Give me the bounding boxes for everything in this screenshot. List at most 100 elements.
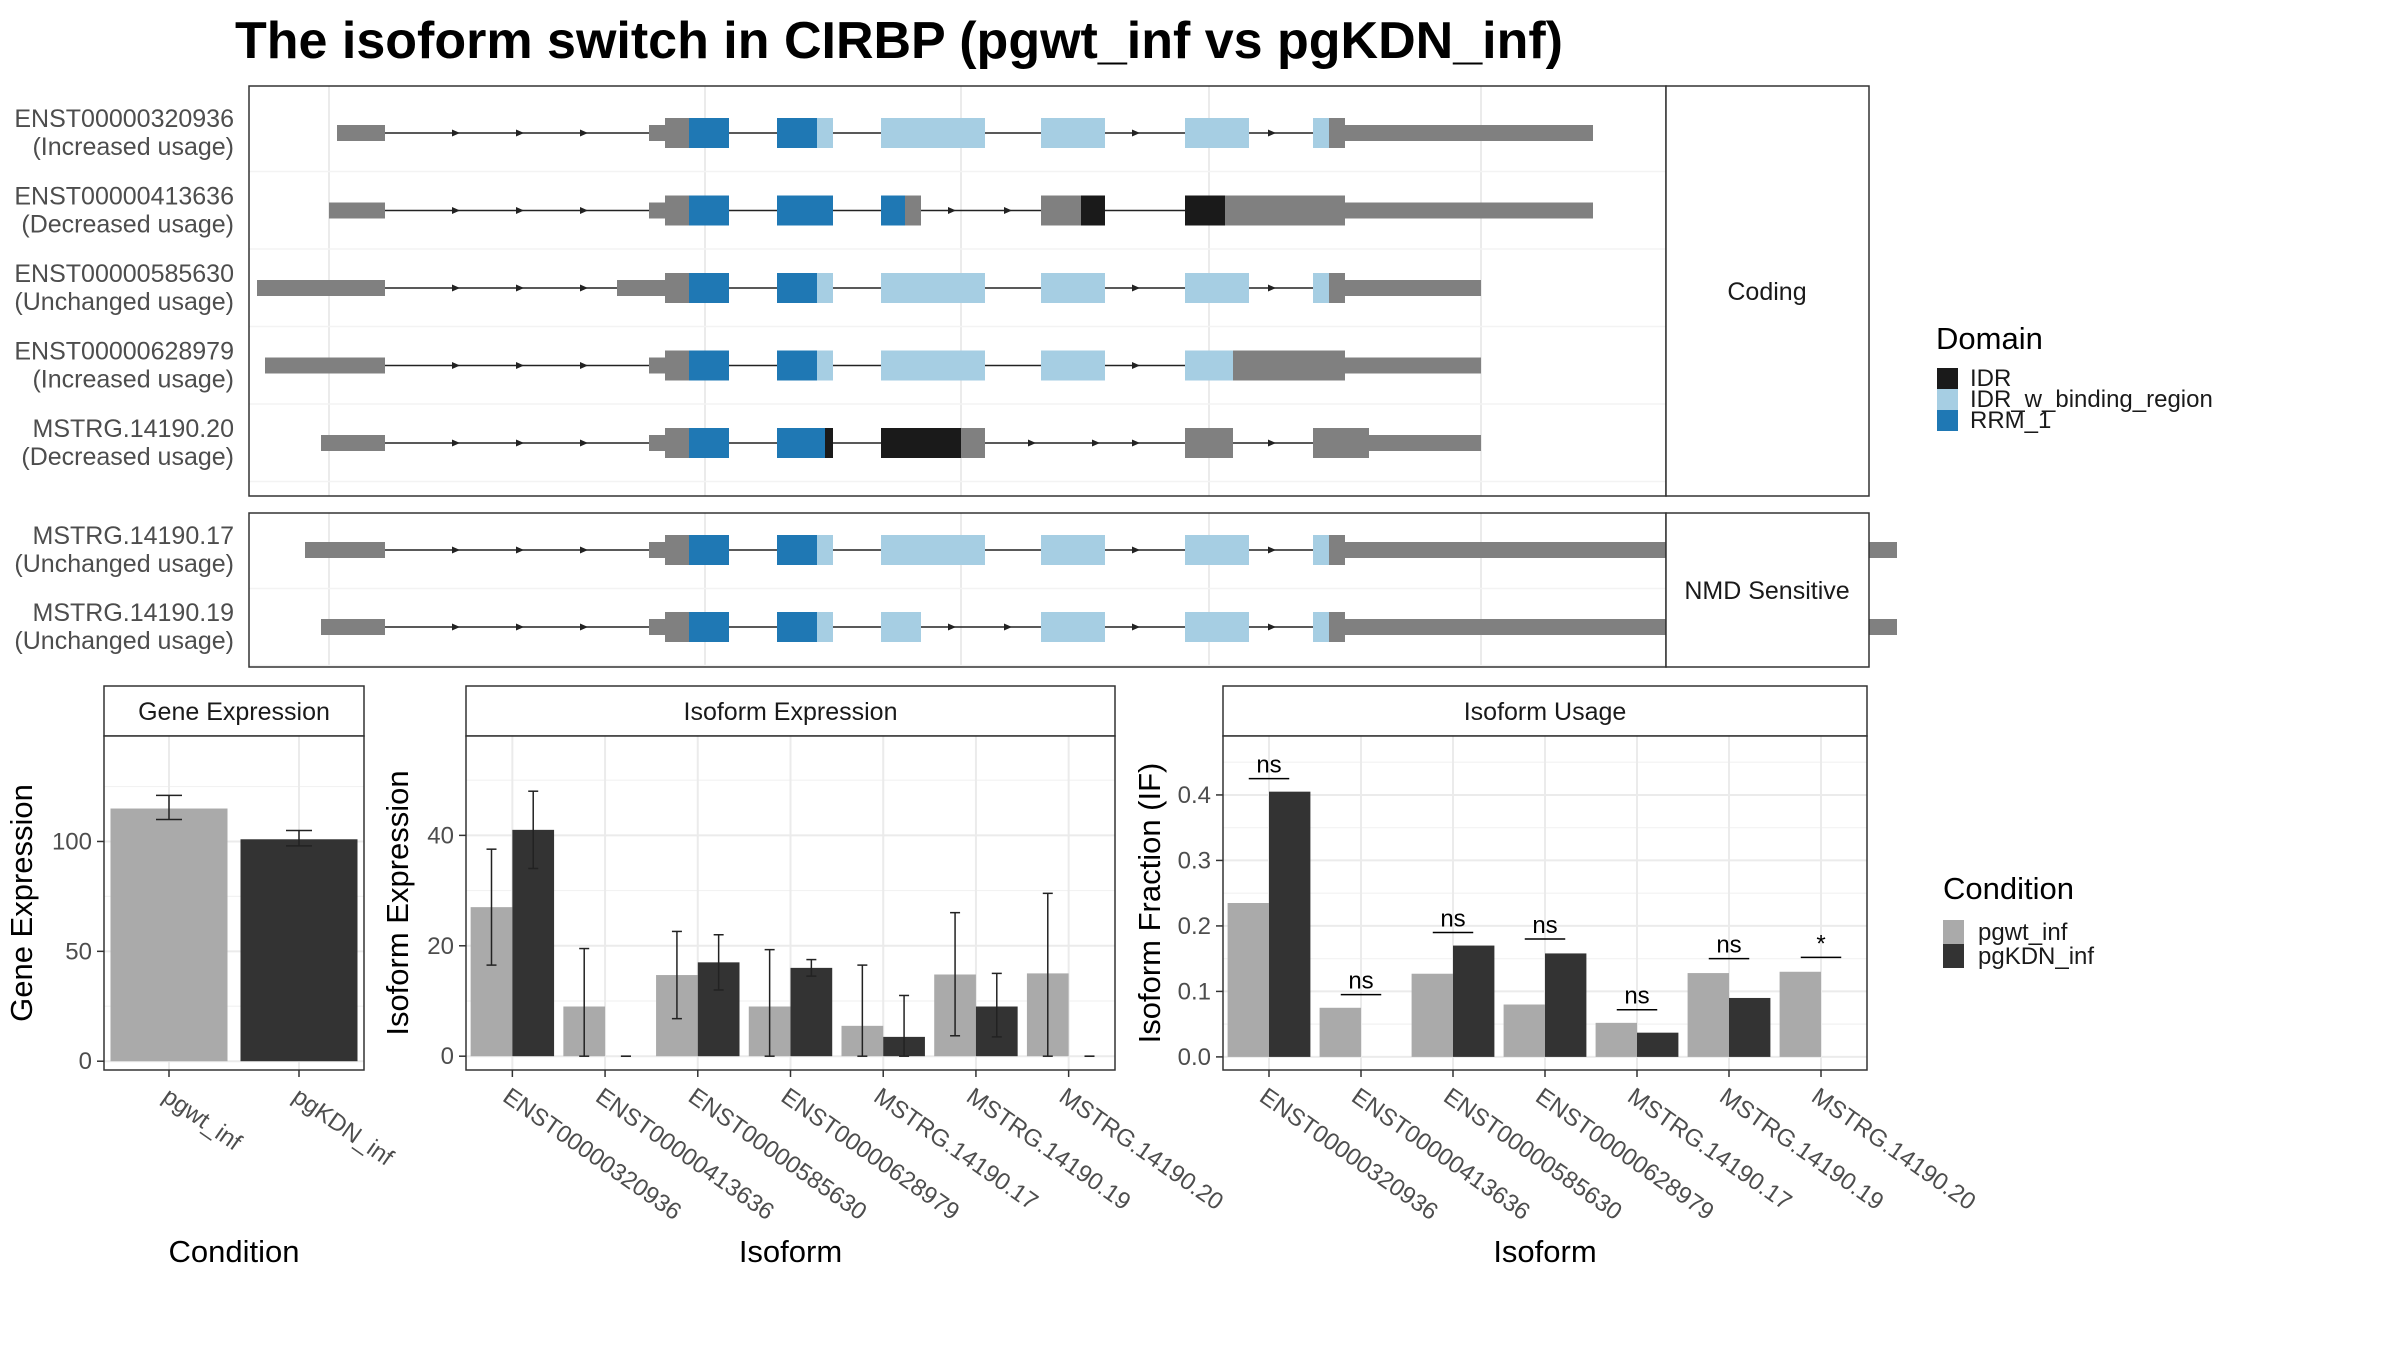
bar	[1453, 945, 1495, 1057]
x-axis-title: Condition	[169, 1234, 300, 1269]
intron-arrow	[580, 129, 588, 137]
intron-arrow	[452, 439, 460, 447]
exon-noncoding	[665, 612, 689, 642]
facet-strip-label: Coding	[1727, 278, 1806, 306]
y-tick-label: 100	[52, 828, 92, 855]
exon-IDR_w_binding_region	[1185, 118, 1249, 148]
transcript-name: MSTRG.14190.17	[33, 522, 235, 550]
y-tick-label: 0	[79, 1048, 92, 1075]
chart-strip-label: Isoform Expression	[684, 698, 898, 726]
intron-arrow	[1132, 129, 1140, 137]
exon-noncoding	[265, 357, 385, 374]
exon-noncoding	[1329, 535, 1345, 565]
exon-noncoding	[1345, 280, 1481, 296]
bar	[110, 808, 228, 1062]
legend-swatch	[1937, 410, 1958, 431]
y-tick-label: 0	[441, 1043, 454, 1070]
bar	[1503, 1004, 1545, 1057]
exon-noncoding	[649, 542, 665, 558]
legend-label: IDR_w_binding_region	[1970, 386, 2213, 413]
exon-RRM_1	[777, 612, 817, 642]
exon-IDR_w_binding_region	[817, 118, 833, 148]
y-tick-label: 20	[427, 933, 454, 960]
bar	[240, 839, 358, 1062]
chart-strip	[465, 685, 1116, 737]
exon-IDR_w_binding_region	[1185, 273, 1249, 303]
exon-noncoding	[1233, 350, 1345, 381]
intron-arrow	[948, 207, 956, 214]
legend-title: Condition	[1943, 871, 2074, 906]
transcript-usage: (Unchanged usage)	[14, 627, 234, 655]
x-axis-title: Isoform	[1493, 1234, 1596, 1269]
exon-IDR_w_binding_region	[1185, 535, 1249, 565]
exon-IDR_w_binding_region	[1313, 118, 1329, 148]
intron-arrow	[1132, 284, 1140, 292]
intron-arrow	[1092, 439, 1100, 447]
y-tick-label: 50	[65, 938, 92, 965]
intron-arrow	[1268, 129, 1276, 137]
intron-arrow	[948, 623, 956, 631]
exon-IDR_w_binding_region	[817, 535, 833, 565]
transcript-usage: (Unchanged usage)	[14, 288, 234, 316]
exon-noncoding	[329, 202, 385, 219]
legend-swatch	[1937, 368, 1958, 389]
transcript-usage: (Decreased usage)	[21, 211, 234, 239]
significance-label: ns	[1440, 905, 1465, 932]
chart-strip-label: Isoform Usage	[1464, 698, 1627, 726]
intron-arrow	[516, 546, 524, 554]
exon-RRM_1	[777, 535, 817, 565]
transcript-usage: (Increased usage)	[32, 133, 234, 161]
intron-arrow	[580, 284, 588, 292]
x-axis-title: Isoform	[739, 1234, 842, 1269]
legend-label: pgwt_inf	[1978, 919, 2068, 946]
intron-arrow	[516, 623, 524, 631]
exon-noncoding	[1345, 357, 1481, 374]
bar	[1687, 973, 1729, 1057]
x-tick-label: MSTRG.14190.17	[869, 1083, 1043, 1216]
bar	[1545, 953, 1587, 1057]
x-tick-label: pgwt_inf	[158, 1083, 247, 1157]
exon-noncoding	[1345, 542, 1761, 558]
exon-IDR_w_binding_region	[1041, 350, 1105, 381]
exon-RRM_1	[777, 118, 817, 148]
facet-strip-label: NMD Sensitive	[1684, 577, 1849, 605]
intron-arrow	[1004, 623, 1012, 631]
exon-noncoding	[257, 280, 385, 296]
exon-IDR_w_binding_region	[1313, 535, 1329, 565]
exon-noncoding	[305, 542, 385, 558]
y-axis-title: Isoform Expression	[380, 770, 415, 1035]
significance-label: ns	[1532, 912, 1557, 939]
exon-RRM_1	[689, 428, 729, 458]
transcript-name: ENST00000628979	[14, 338, 234, 366]
exon-IDR_w_binding_region	[817, 350, 833, 381]
intron-arrow	[452, 207, 460, 214]
transcript-name: ENST00000585630	[14, 260, 234, 288]
bar	[790, 967, 833, 1057]
significance-label: ns	[1348, 968, 1373, 995]
transcript-usage: (Decreased usage)	[21, 443, 234, 471]
intron-arrow	[452, 284, 460, 292]
legend-label: IDR	[1970, 365, 2011, 392]
exon-noncoding	[321, 435, 385, 451]
intron-arrow	[1132, 439, 1140, 447]
exon-IDR_w_binding_region	[881, 273, 985, 303]
bar	[1729, 997, 1771, 1057]
intron-arrow	[516, 439, 524, 447]
exon-noncoding	[665, 195, 689, 226]
intron-arrow	[1268, 439, 1276, 447]
exon-IDR	[1185, 195, 1225, 226]
exon-IDR_w_binding_region	[881, 612, 921, 642]
x-tick-label: MSTRG.14190.20	[1807, 1083, 1981, 1216]
transcript-usage: (Increased usage)	[32, 366, 234, 394]
exon-RRM_1	[777, 195, 833, 226]
x-tick-label: MSTRG.14190.19	[1715, 1083, 1889, 1216]
exon-IDR	[825, 428, 833, 458]
isoform-usage-chart: Isoform Usage ns ns ns ns ns ns * 0.0 0.1 0.2 0.3 0.…	[1132, 685, 1981, 1269]
gene-expression-chart: Gene Expression 0 50 100 pgwt_inf pgKDN_inf Co…	[4, 685, 398, 1269]
y-axis-title: Gene Expression	[4, 784, 39, 1022]
exon-noncoding	[1329, 612, 1345, 642]
bar	[1411, 973, 1453, 1057]
exon-IDR_w_binding_region	[817, 273, 833, 303]
exon-noncoding	[649, 202, 665, 219]
